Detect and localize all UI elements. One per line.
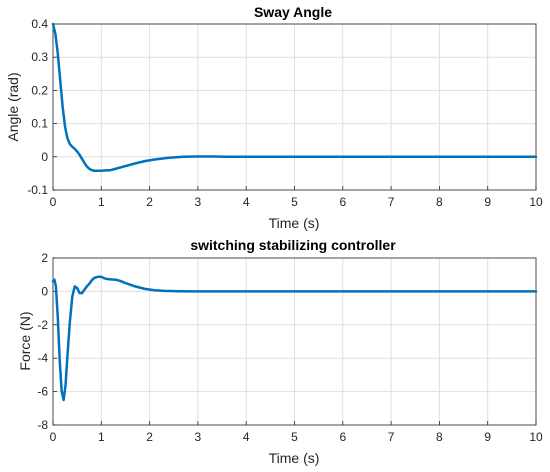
controller-x-tick-label: 3 — [195, 430, 202, 444]
controller-ticks: 0 1 2 3 4 5 6 7 8 9 10 -8 -6 -4 -2 0 2 — [37, 251, 543, 444]
controller-x-tick-label: 4 — [243, 430, 250, 444]
sway-angle-y-tick-label: -0.1 — [27, 183, 48, 197]
sway-angle-axes-frame — [52, 23, 537, 191]
sway-angle-x-tick-label: 4 — [243, 195, 250, 209]
controller-y-tick-label: -6 — [37, 385, 48, 399]
sway-angle-y-tick-label: 0.2 — [31, 83, 48, 97]
sway-angle-x-tick-label: 0 — [50, 195, 57, 209]
sway-angle-x-tick-label: 8 — [436, 195, 443, 209]
sway-angle-title: Sway Angle — [254, 4, 332, 20]
controller-series — [51, 275, 538, 402]
controller-y-tick-label: 2 — [41, 251, 48, 265]
controller-x-tick-label: 6 — [339, 430, 346, 444]
sway-angle-x-tick-label: 9 — [484, 195, 491, 209]
controller-series-line — [51, 275, 538, 402]
sway-angle-series-line — [51, 22, 538, 172]
controller-x-tick-label: 1 — [98, 430, 105, 444]
sway-angle-y-axis-label: Angle (rad) — [5, 72, 21, 141]
sway-angle-series — [51, 22, 538, 172]
sway-angle-x-tick-label: 7 — [388, 195, 395, 209]
sway-angle-x-axis-label: Time (s) — [269, 215, 320, 231]
controller-panel: switching stabilizing controller 0 1 2 3 4 5 6… — [17, 237, 543, 466]
sway-angle-panel: Sway Angle 0 1 2 3 4 5 6 7 8 9 10-0.100.10.20.30.4… — [5, 4, 543, 231]
sway-angle-x-tick-label: 6 — [339, 195, 346, 209]
controller-y-tick-label: 0 — [41, 284, 48, 298]
sway-angle-x-tick-label: 5 — [291, 195, 298, 209]
controller-y-tick-label: -4 — [37, 351, 48, 365]
sway-angle-x-tick-label: 2 — [146, 195, 153, 209]
sway-angle-y-tick-label: 0.4 — [31, 17, 48, 31]
sway-angle-y-tick-label: 0.1 — [31, 117, 48, 131]
controller-x-tick-label: 8 — [436, 430, 443, 444]
sway-angle-y-tick-label: 0.3 — [31, 50, 48, 64]
controller-x-tick-label: 2 — [146, 430, 153, 444]
controller-x-tick-label: 9 — [484, 430, 491, 444]
controller-x-tick-label: 10 — [529, 430, 543, 444]
controller-title: switching stabilizing controller — [190, 237, 396, 253]
controller-y-tick-label: -2 — [37, 318, 48, 332]
sway-angle-x-tick-label: 1 — [98, 195, 105, 209]
sway-angle-x-tick-label: 10 — [529, 195, 543, 209]
sway-angle-ticks: 0 1 2 3 4 5 6 7 8 9 10-0.100.10.20.30.4 — [27, 17, 543, 209]
controller-x-tick-label: 7 — [388, 430, 395, 444]
sway-angle-x-tick-label: 3 — [195, 195, 202, 209]
controller-y-tick-label: -8 — [37, 418, 48, 432]
sway-angle-y-tick-label: 0 — [41, 150, 48, 164]
controller-axes-frame — [52, 257, 537, 426]
controller-x-tick-label: 5 — [291, 430, 298, 444]
controller-x-tick-label: 0 — [50, 430, 57, 444]
controller-x-axis-label: Time (s) — [269, 450, 320, 466]
controller-y-axis-label: Force (N) — [17, 311, 33, 370]
